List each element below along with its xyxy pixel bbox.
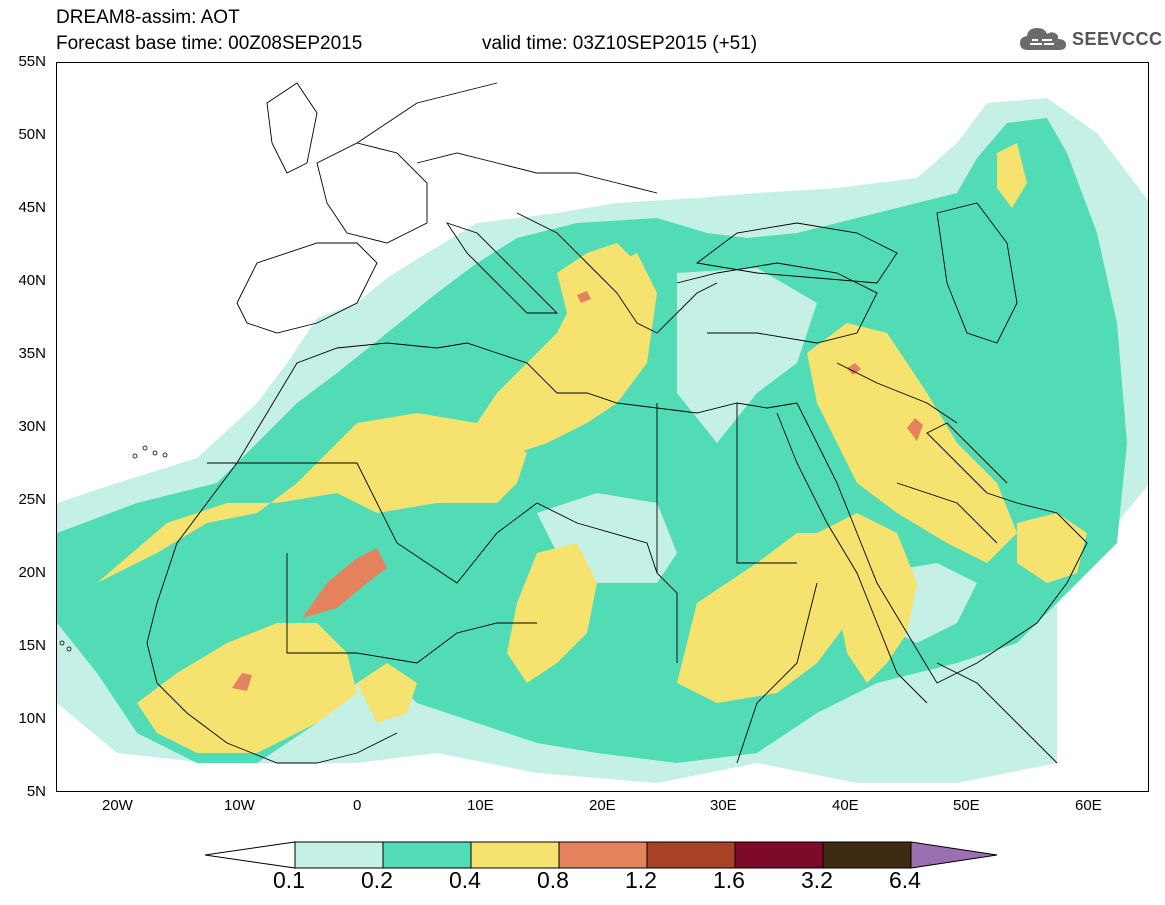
lon-label-40E: 40E (832, 797, 859, 814)
colorbar-seg-under (205, 841, 296, 869)
lat-label-45N: 45N (18, 199, 46, 216)
lat-label-30N: 30N (18, 418, 46, 435)
border-africa-1 (207, 462, 538, 584)
aot-band-0.8-iraq (907, 418, 923, 441)
border-africa-2 (536, 502, 678, 663)
lat-label-25N: 25N (18, 491, 46, 508)
colorbar-label-0.8: 0.8 (537, 867, 569, 893)
coast-balkans (516, 212, 718, 334)
border-africa-4 (656, 403, 797, 573)
aot-band-0.8-syria (847, 363, 861, 375)
colorbar-label-3.2: 3.2 (801, 867, 833, 893)
colorbar-label-0.4: 0.4 (449, 867, 481, 893)
cloud-icon (1020, 28, 1066, 50)
colorbar-label-0.2: 0.2 (361, 867, 393, 893)
aot-band-0.8-mali (302, 548, 387, 618)
aot-band-0.4-balkans (557, 243, 637, 323)
lon-label-10E: 10E (467, 797, 494, 814)
lon-label-20W: 20W (102, 797, 133, 814)
lat-label-5N: 5N (26, 783, 46, 800)
lat-label-20N: 20N (18, 564, 46, 581)
colorbar-label-1.2: 1.2 (625, 867, 657, 893)
aot-band-0.4-oman (1017, 513, 1087, 583)
colorbar-seg-0.2 (382, 841, 472, 869)
aot-band-0.4-chad (507, 543, 597, 683)
lon-label-0: 0 (353, 797, 362, 814)
map-area (56, 62, 1149, 792)
lat-label-35N: 35N (18, 345, 46, 362)
aot-band-0.8-albania (577, 291, 591, 303)
lat-label-55N: 55N (18, 53, 46, 70)
border-east-africa (736, 582, 1058, 764)
coast-red-sea-west (776, 412, 928, 704)
valid-time: valid time: 03Z10SEP2015 (+51) (482, 33, 758, 54)
aot-map (57, 82, 1148, 783)
colorbar-label-1.6: 1.6 (713, 867, 745, 893)
coast-france (316, 142, 428, 244)
colorbar-seg-1.6 (734, 841, 824, 869)
colorbar-seg-0.8 (558, 841, 648, 869)
colorbar-seg-over (910, 841, 998, 869)
coastlines (146, 82, 1088, 764)
coast-north-africa (236, 342, 798, 464)
lon-label-10W: 10W (224, 797, 255, 814)
colorbar-seg-0.1 (294, 841, 384, 869)
lat-label-10N: 10N (18, 710, 46, 727)
colorbar-seg-0.4 (470, 841, 560, 869)
lon-label-50E: 50E (953, 797, 980, 814)
aot-contours (57, 98, 1148, 783)
aot-band-0.4-west-sahara (97, 413, 527, 583)
colorbar-seg-1.2 (646, 841, 736, 869)
coast-caspian (936, 202, 1018, 344)
canary-islands (132, 445, 168, 459)
colorbar-label-6.4: 6.4 (889, 867, 921, 893)
logo-text: SEEVCCC (1072, 28, 1163, 49)
chart-title: DREAM8-assim: AOT (56, 7, 240, 28)
seevccc-logo: SEEVCCC (1018, 24, 1163, 54)
coast-italy (445, 222, 559, 314)
coast-uk (266, 82, 318, 174)
coast-iberia (236, 242, 378, 334)
colorbar-label-0.1: 0.1 (273, 867, 305, 893)
aot-low-mediterranean (677, 268, 817, 443)
border-mideast (836, 362, 998, 544)
forecast-base-time: Forecast base time: 00Z08SEP2015 (56, 33, 363, 54)
lat-label-40N: 40N (18, 272, 46, 289)
lon-label-60E: 60E (1075, 797, 1102, 814)
coast-gulf (926, 422, 1008, 494)
lat-label-15N: 15N (18, 637, 46, 654)
aot-band-0.8-guinea (232, 673, 252, 691)
aot-band-0.4-mesopotamia (807, 323, 1017, 563)
colorbar-seg-3.2 (822, 841, 912, 869)
border-europe (356, 82, 658, 194)
lon-label-20E: 20E (589, 797, 616, 814)
coast-west-africa (146, 462, 398, 764)
aot-band-0.4-caspian (997, 143, 1027, 208)
lon-label-30E: 30E (710, 797, 737, 814)
colorbar (205, 841, 998, 869)
coast-black-sea (695, 222, 898, 284)
aot-band-0.4-sudan (677, 533, 857, 703)
coast-arabia-south (936, 492, 1088, 684)
coast-red-sea-east (796, 402, 938, 684)
border-africa-3 (286, 553, 537, 664)
cape-verde (59, 640, 72, 652)
aot-band-0.4-nile (357, 663, 417, 723)
lat-label-50N: 50N (18, 126, 46, 143)
